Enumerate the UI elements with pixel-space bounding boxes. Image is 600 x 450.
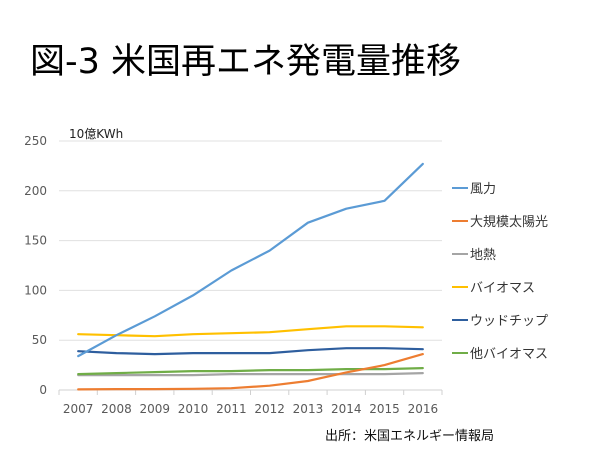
x-tick-label: 2016 bbox=[408, 402, 439, 416]
legend-label: ウッドチップ bbox=[470, 314, 549, 329]
series-line-2 bbox=[77, 372, 424, 377]
legend-swatch bbox=[452, 285, 468, 288]
x-tick-label: 2007 bbox=[63, 402, 94, 416]
legend-item: ウッドチップ bbox=[452, 303, 548, 336]
legend-label: 風力 bbox=[470, 182, 497, 197]
legend-swatch bbox=[452, 186, 468, 189]
legend-swatch bbox=[452, 318, 468, 321]
x-tick-label: 2014 bbox=[331, 402, 362, 416]
legend-item: 他バイオマス bbox=[452, 336, 548, 369]
legend-swatch bbox=[452, 351, 468, 354]
series-line-3 bbox=[77, 325, 424, 338]
legend-label: 他バイオマス bbox=[470, 347, 549, 362]
series-line-4 bbox=[77, 347, 424, 356]
x-tick-label: 2008 bbox=[101, 402, 132, 416]
y-tick-label: 50 bbox=[32, 333, 47, 347]
y-tick-label: 150 bbox=[24, 234, 47, 248]
x-tick-label: 2013 bbox=[293, 402, 324, 416]
chart-legend: 風力大規模太陽光 地熱バイオマスウッドチップ 他バイオマス bbox=[452, 171, 548, 369]
x-tick-label: 2010 bbox=[178, 402, 209, 416]
legend-item: 風力 bbox=[452, 171, 548, 204]
legend-label: 地熱 bbox=[470, 248, 497, 263]
legend-swatch bbox=[452, 219, 468, 222]
x-tick-label: 2012 bbox=[254, 402, 285, 416]
y-tick-label: 200 bbox=[24, 184, 47, 198]
legend-item: バイオマス bbox=[452, 270, 548, 303]
legend-label: 大規模太陽光 bbox=[470, 215, 549, 230]
legend-swatch bbox=[452, 252, 468, 255]
y-tick-label: 100 bbox=[24, 283, 47, 297]
legend-label: バイオマス bbox=[470, 281, 536, 296]
x-tick-label: 2011 bbox=[216, 402, 247, 416]
y-axis-unit-label: 10億KWh bbox=[69, 127, 124, 141]
y-tick-label: 250 bbox=[24, 134, 47, 148]
y-tick-label: 0 bbox=[39, 383, 47, 397]
series-line-0 bbox=[77, 162, 424, 358]
legend-item: 大規模太陽光 bbox=[452, 204, 548, 237]
page-title: 図-3 米国再エネ発電量推移 bbox=[30, 42, 462, 82]
x-tick-label: 2009 bbox=[139, 402, 170, 416]
source-note: 出所：米国エネルギー情報局 bbox=[325, 429, 495, 444]
x-tick-label: 2015 bbox=[369, 402, 400, 416]
series-line-1 bbox=[77, 353, 424, 391]
legend-item: 地熱 bbox=[452, 237, 548, 270]
